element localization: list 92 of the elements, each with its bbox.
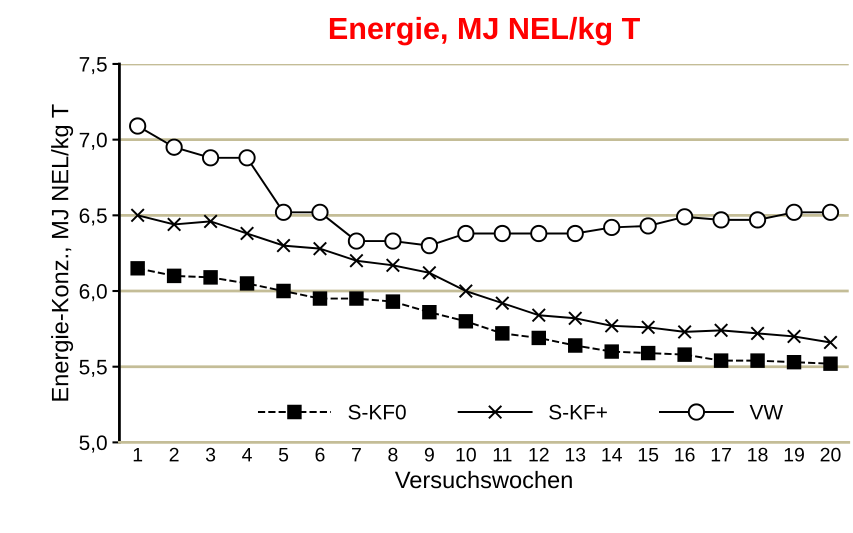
point bbox=[203, 214, 218, 229]
point bbox=[604, 344, 619, 359]
point bbox=[677, 324, 692, 340]
x-tick-label: 7 bbox=[352, 448, 361, 462]
point bbox=[750, 326, 765, 341]
y-tick-label: 5,0 bbox=[79, 435, 107, 453]
point bbox=[495, 326, 510, 341]
point bbox=[714, 353, 728, 368]
point bbox=[494, 224, 511, 242]
point bbox=[349, 291, 364, 306]
point bbox=[566, 224, 584, 242]
point bbox=[386, 258, 400, 273]
legend-label: S-KF0 bbox=[348, 404, 406, 420]
legend-label: S-KF+ bbox=[549, 404, 607, 420]
x-tick-label: 1 bbox=[134, 448, 142, 462]
x-tick-label: 20 bbox=[820, 448, 841, 462]
point bbox=[604, 318, 619, 334]
point bbox=[384, 232, 402, 250]
x-tick-label: 6 bbox=[316, 448, 325, 462]
point bbox=[311, 204, 329, 221]
point bbox=[568, 338, 582, 353]
point bbox=[786, 329, 802, 344]
y-tick-label: 7,0 bbox=[80, 132, 107, 150]
point bbox=[458, 284, 474, 298]
point bbox=[568, 311, 582, 326]
point bbox=[785, 204, 803, 221]
legend-label: VW bbox=[750, 404, 784, 420]
point bbox=[240, 226, 254, 241]
y-axis-title: Energie-Konz., MJ NEL/kg T bbox=[51, 104, 74, 401]
point bbox=[530, 224, 548, 242]
point bbox=[166, 217, 182, 232]
x-tick-label: 2 bbox=[170, 448, 179, 462]
point bbox=[750, 353, 765, 368]
point bbox=[532, 330, 546, 346]
x-tick-label: 17 bbox=[712, 448, 731, 462]
point bbox=[495, 296, 510, 310]
point bbox=[348, 232, 366, 250]
point bbox=[386, 294, 400, 309]
x-tick-label: 11 bbox=[494, 448, 512, 462]
point bbox=[422, 266, 437, 280]
point bbox=[422, 304, 437, 320]
x-tick-label: 15 bbox=[638, 448, 658, 462]
point bbox=[274, 204, 292, 221]
point bbox=[823, 356, 838, 371]
point bbox=[349, 254, 364, 268]
x-tick-label: 10 bbox=[456, 448, 476, 462]
point bbox=[532, 308, 546, 322]
point bbox=[458, 314, 474, 329]
y-tick-label: 7,5 bbox=[80, 57, 107, 74]
point bbox=[203, 270, 218, 285]
point bbox=[129, 117, 146, 135]
point bbox=[640, 320, 656, 335]
x-tick-label: 12 bbox=[529, 448, 549, 462]
y-tick-label: 5,5 bbox=[79, 360, 107, 377]
x-tick-label: 19 bbox=[784, 448, 804, 462]
x-tick-label: 5 bbox=[278, 448, 288, 462]
x-tick-label: 16 bbox=[675, 448, 695, 462]
point bbox=[166, 268, 182, 284]
point bbox=[276, 238, 291, 253]
x-tick-label: 9 bbox=[424, 448, 434, 462]
point bbox=[130, 208, 145, 223]
x-tick-label: 18 bbox=[748, 448, 768, 462]
point bbox=[640, 346, 656, 360]
x-tick-label: 3 bbox=[206, 448, 216, 462]
x-tick-label: 4 bbox=[242, 448, 252, 462]
point bbox=[130, 261, 145, 276]
point bbox=[676, 208, 694, 226]
point bbox=[240, 276, 254, 291]
point bbox=[312, 291, 328, 306]
point bbox=[677, 347, 692, 362]
point bbox=[822, 204, 840, 221]
x-tick-label: 14 bbox=[602, 448, 622, 462]
y-tick-label: 6,5 bbox=[80, 208, 107, 226]
point bbox=[823, 335, 838, 350]
point bbox=[166, 138, 183, 156]
point bbox=[312, 241, 328, 256]
point bbox=[748, 211, 766, 228]
point bbox=[238, 149, 256, 166]
point bbox=[202, 149, 220, 166]
point bbox=[457, 224, 474, 242]
x-tick-label: 8 bbox=[388, 448, 398, 462]
point bbox=[712, 211, 730, 228]
point bbox=[786, 354, 802, 370]
point bbox=[640, 217, 657, 235]
point bbox=[420, 236, 438, 254]
x-tick-label: 13 bbox=[566, 448, 586, 462]
x-axis-title: Versuchswochen bbox=[394, 470, 572, 488]
y-tick-label: 6,0 bbox=[80, 284, 107, 302]
chart-title: Energie, MJ NEL/kg T bbox=[330, 16, 640, 46]
point bbox=[714, 323, 728, 338]
point bbox=[603, 218, 620, 236]
point bbox=[276, 284, 291, 298]
